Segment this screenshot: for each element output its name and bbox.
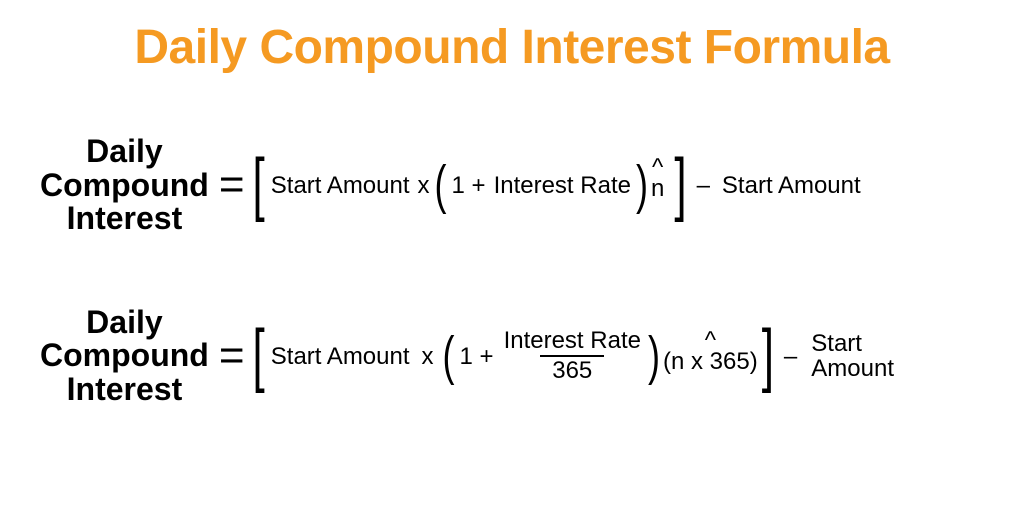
formula-row-1: Daily Compound Interest = [ Start Amount…: [40, 135, 984, 236]
term-one-plus: 1 +: [448, 173, 490, 198]
formula-lhs-1: Daily Compound Interest: [40, 135, 209, 236]
formula-row-2: Daily Compound Interest = [ Start Amount…: [40, 306, 984, 407]
page: Daily Compound Interest Formula Daily Co…: [0, 0, 1024, 526]
fraction: Interest Rate 365: [498, 329, 647, 383]
left-bracket-icon: [: [251, 319, 267, 393]
left-paren-icon: (: [442, 328, 456, 385]
exponent-n: n: [651, 178, 664, 200]
term-one-plus: 1 +: [456, 344, 498, 369]
term-interest-rate: Interest Rate: [490, 173, 635, 198]
term-start-amount: Start Amount: [267, 173, 414, 198]
minus-symbol: –: [776, 344, 805, 369]
times-symbol: x: [414, 173, 434, 198]
times-symbol: x: [414, 344, 442, 369]
equals-sign: =: [209, 162, 251, 208]
right-bracket-icon: ]: [760, 319, 776, 393]
right-paren-icon: ): [635, 157, 649, 214]
formula-rhs-1: [ Start Amount x ( 1 + Interest Rate ) ^…: [251, 162, 865, 208]
tail-line-2: Amount: [811, 356, 894, 381]
exponent-group: ^ n: [649, 157, 666, 200]
fraction-denominator: 365: [540, 355, 604, 383]
term-start-amount-tail: Start Amount: [718, 173, 865, 198]
exponent-n365: (n x 365): [663, 351, 758, 373]
formula-rhs-2: [ Start Amount x ( 1 + Interest Rate 365…: [251, 329, 894, 383]
formula-lhs-2: Daily Compound Interest: [40, 306, 209, 407]
tail-line-1: Start: [811, 331, 862, 356]
term-start-amount-tail-stacked: Start Amount: [805, 331, 894, 381]
left-bracket-icon: [: [251, 148, 267, 222]
exponent-group: ^ (n x 365): [661, 330, 760, 373]
page-title: Daily Compound Interest Formula: [40, 20, 984, 75]
right-paren-icon: ): [647, 328, 661, 385]
equals-sign: =: [209, 333, 251, 379]
left-paren-icon: (: [434, 157, 448, 214]
minus-symbol: –: [689, 173, 718, 198]
right-bracket-icon: ]: [672, 148, 688, 222]
fraction-numerator: Interest Rate: [502, 329, 643, 355]
term-start-amount: Start Amount: [267, 344, 414, 369]
